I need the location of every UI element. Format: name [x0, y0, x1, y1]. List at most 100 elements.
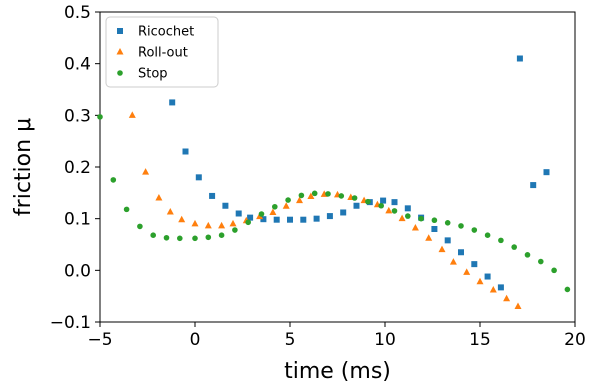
roll-out-point	[307, 192, 315, 199]
stop-point	[524, 252, 531, 258]
stop-point	[418, 215, 424, 222]
ricochet-point	[182, 148, 189, 155]
stop-point	[551, 267, 557, 274]
roll-out-point	[425, 234, 433, 241]
legend-label: Ricochet	[138, 25, 194, 40]
stop-point	[511, 244, 517, 250]
stop-point	[405, 213, 411, 219]
ricochet-point	[484, 273, 491, 280]
stop-point	[458, 223, 464, 229]
roll-out-point	[398, 214, 406, 222]
roll-out-point	[296, 196, 303, 204]
roll-out-point	[178, 215, 186, 223]
ricochet-point	[260, 216, 267, 223]
stop-point	[205, 234, 212, 241]
ricochet-point	[530, 182, 537, 189]
series-ricochet	[169, 55, 550, 291]
ricochet-point	[326, 213, 333, 220]
roll-out-point	[142, 168, 150, 175]
legend-label: Stop	[138, 67, 168, 82]
axis-ticks: −5 0 5 10 15 20 −0.1 0.0 0.1 0.2 0.3 0.4 0.5	[50, 3, 586, 350]
stop-point	[163, 234, 170, 241]
roll-out-point	[155, 194, 163, 201]
stop-point	[245, 219, 251, 226]
ricochet-point	[340, 209, 347, 216]
roll-out-point	[191, 219, 199, 227]
ricochet-point	[247, 214, 254, 221]
stop-point	[444, 220, 451, 226]
legend: Ricochet Roll-out Stop	[105, 16, 219, 88]
series-stop	[97, 114, 571, 293]
roll-out-point	[166, 207, 174, 215]
stop-point	[110, 177, 117, 183]
roll-out-point	[489, 285, 497, 293]
roll-out-point	[269, 208, 277, 215]
ricochet-point	[209, 192, 216, 199]
y-tick-label: 0.2	[64, 158, 91, 178]
stop-point	[325, 191, 331, 197]
series-roll-out	[128, 111, 522, 309]
stop-point	[498, 237, 504, 244]
stop-point	[365, 198, 371, 205]
roll-out-point	[229, 219, 237, 227]
ricochet-point	[273, 216, 280, 223]
y-tick-label: 0.5	[64, 3, 91, 23]
roll-out-point	[128, 111, 136, 118]
stop-point	[123, 206, 130, 213]
ricochet-point	[222, 202, 229, 209]
ricochet-point	[287, 216, 293, 223]
roll-out-point	[438, 245, 446, 253]
legend-box	[105, 16, 219, 88]
ricochet-point	[169, 99, 176, 106]
x-tick-label: 15	[469, 330, 491, 350]
ricochet-point	[404, 205, 411, 212]
x-tick-label: 10	[374, 330, 396, 350]
stop-point	[150, 232, 156, 238]
ricochet-point	[300, 216, 307, 223]
stop-point	[218, 232, 225, 238]
roll-out-point	[449, 258, 457, 265]
roll-out-point	[463, 268, 471, 275]
legend-marker	[117, 28, 123, 34]
y-tick-label: 0.3	[64, 106, 91, 126]
stop-point	[431, 217, 438, 224]
y-tick-label: 0.0	[64, 261, 91, 281]
stop-point	[538, 258, 544, 265]
ricochet-point	[543, 169, 550, 176]
roll-out-point	[204, 221, 212, 229]
ricochet-point	[497, 284, 504, 291]
roll-out-point	[282, 202, 290, 209]
stop-point	[258, 211, 265, 217]
x-tick-label: −5	[87, 330, 112, 350]
stop-point	[298, 192, 305, 199]
stop-point	[192, 235, 198, 242]
roll-out-point	[385, 206, 393, 214]
ricochet-point	[516, 55, 523, 62]
data-points	[97, 55, 571, 309]
roll-out-point	[411, 223, 419, 231]
legend-label: Roll-out	[138, 46, 188, 61]
legend-marker	[116, 48, 124, 55]
ricochet-point	[195, 174, 202, 181]
stop-point	[484, 232, 491, 238]
stop-point	[285, 197, 291, 203]
stop-point	[232, 227, 238, 233]
ricochet-point	[471, 261, 478, 268]
stop-point	[391, 208, 398, 214]
stop-point	[338, 193, 345, 199]
ricochet-point	[313, 215, 320, 222]
stop-point	[97, 114, 103, 120]
stop-point	[137, 223, 143, 230]
ricochet-point	[353, 202, 360, 209]
ricochet-point	[444, 237, 451, 244]
x-tick-label: 20	[564, 330, 586, 350]
stop-point	[351, 195, 358, 201]
legend-marker	[117, 70, 123, 76]
ricochet-point	[391, 199, 398, 206]
roll-out-point	[218, 221, 226, 229]
x-axis-label: time (ms)	[284, 359, 391, 384]
stop-point	[177, 235, 183, 242]
stop-point	[564, 286, 571, 293]
stop-point	[272, 203, 278, 210]
